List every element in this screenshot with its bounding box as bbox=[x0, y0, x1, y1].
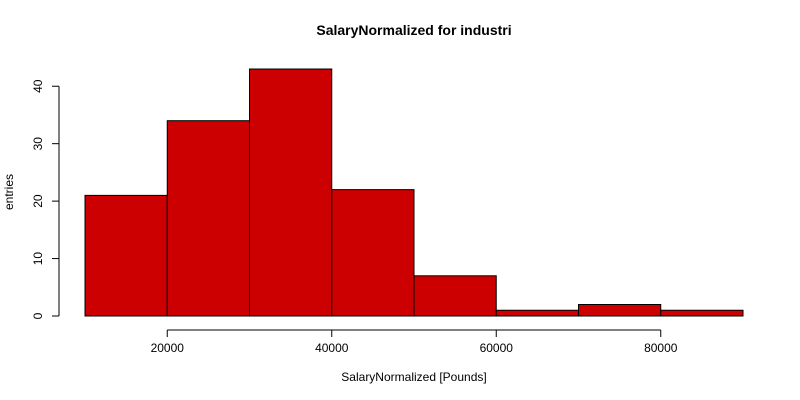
x-tick-label-1: 40000 bbox=[315, 341, 349, 355]
histogram-bar-0 bbox=[84, 194, 168, 317]
histogram-bar-3 bbox=[331, 189, 415, 317]
histogram-bar-7 bbox=[660, 309, 744, 317]
x-axis-label: SalaryNormalized [Pounds] bbox=[341, 370, 486, 384]
x-axis: 20000 40000 60000 80000 bbox=[151, 329, 678, 355]
chart-title: SalaryNormalized for industri bbox=[316, 22, 511, 38]
histogram-bar-1 bbox=[166, 120, 250, 317]
y-axis-label: entries bbox=[2, 174, 16, 210]
x-tick-label-2: 60000 bbox=[480, 341, 514, 355]
y-axis: 0 10 20 30 40 bbox=[31, 79, 60, 319]
histogram-bar-2 bbox=[249, 68, 333, 317]
histogram-bar-4 bbox=[413, 275, 497, 317]
y-tick-label-3: 30 bbox=[31, 137, 45, 151]
y-tick-label-2: 20 bbox=[31, 194, 45, 208]
x-tick-label-3: 80000 bbox=[644, 341, 678, 355]
x-tick-label-0: 20000 bbox=[151, 341, 185, 355]
y-tick-label-4: 40 bbox=[31, 79, 45, 93]
bars-group bbox=[84, 68, 744, 317]
histogram-bar-5 bbox=[495, 309, 579, 317]
y-tick-label-0: 0 bbox=[31, 312, 45, 319]
y-tick-label-1: 10 bbox=[31, 252, 45, 266]
histogram-bar-6 bbox=[578, 304, 662, 317]
